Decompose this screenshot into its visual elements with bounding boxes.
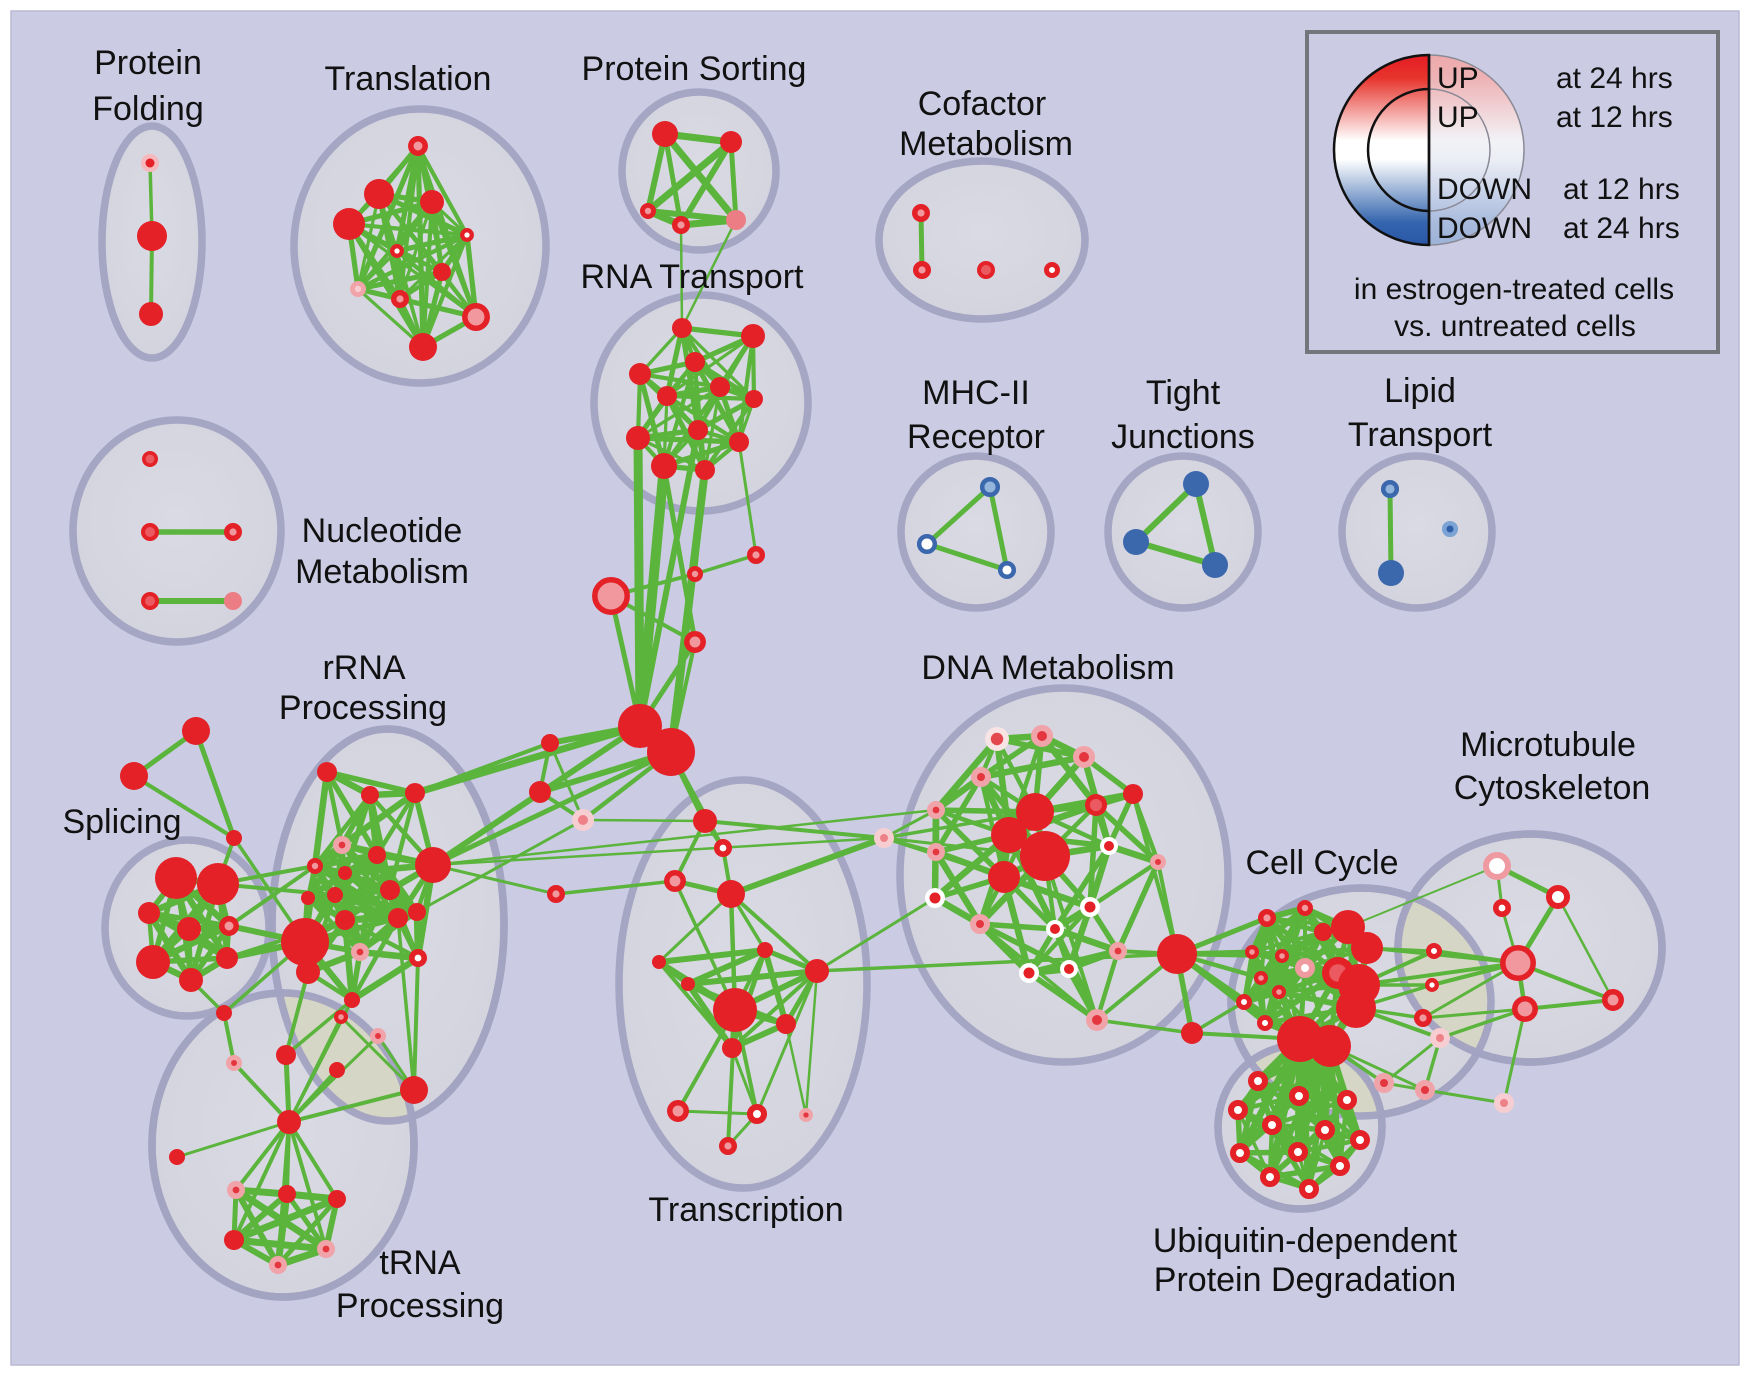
- svg-text:RNA Transport: RNA Transport: [581, 258, 805, 296]
- svg-text:DNA Metabolism: DNA Metabolism: [921, 649, 1174, 687]
- svg-text:MHC-II: MHC-II: [922, 374, 1030, 412]
- svg-text:Junctions: Junctions: [1111, 418, 1255, 456]
- svg-text:tRNA: tRNA: [379, 1244, 461, 1282]
- svg-text:Protein: Protein: [94, 44, 202, 82]
- svg-text:Folding: Folding: [92, 90, 204, 128]
- svg-text:Cell Cycle: Cell Cycle: [1245, 844, 1398, 882]
- svg-text:Nucleotide: Nucleotide: [302, 512, 463, 550]
- svg-text:Lipid: Lipid: [1384, 372, 1456, 410]
- svg-text:Protein Sorting: Protein Sorting: [582, 50, 807, 88]
- svg-text:Cytoskeleton: Cytoskeleton: [1454, 769, 1651, 807]
- svg-text:DOWN: DOWN: [1437, 173, 1532, 206]
- svg-text:Metabolism: Metabolism: [295, 553, 469, 591]
- svg-text:in estrogen-treated cells: in estrogen-treated cells: [1354, 273, 1674, 306]
- svg-text:Receptor: Receptor: [907, 418, 1045, 456]
- svg-text:UP: UP: [1437, 62, 1479, 95]
- svg-text:Splicing: Splicing: [62, 803, 181, 841]
- svg-text:UP: UP: [1437, 101, 1479, 134]
- svg-text:Processing: Processing: [336, 1287, 504, 1325]
- svg-text:Ubiquitin-dependent: Ubiquitin-dependent: [1153, 1222, 1458, 1260]
- svg-text:Transcription: Transcription: [648, 1191, 843, 1229]
- svg-text:Processing: Processing: [279, 689, 447, 727]
- svg-text:Microtubule: Microtubule: [1460, 726, 1636, 764]
- svg-text:at 12 hrs: at 12 hrs: [1556, 101, 1673, 134]
- svg-text:rRNA: rRNA: [322, 649, 405, 687]
- svg-text:Cofactor: Cofactor: [918, 85, 1047, 123]
- svg-text:vs. untreated cells: vs. untreated cells: [1394, 310, 1636, 343]
- svg-text:at 24 hrs: at 24 hrs: [1556, 62, 1673, 95]
- svg-text:Tight: Tight: [1146, 374, 1221, 412]
- svg-text:DOWN: DOWN: [1437, 212, 1532, 245]
- svg-text:Metabolism: Metabolism: [899, 125, 1073, 163]
- svg-text:Protein Degradation: Protein Degradation: [1154, 1261, 1456, 1299]
- svg-text:at 24 hrs: at 24 hrs: [1563, 212, 1680, 245]
- svg-text:at 12 hrs: at 12 hrs: [1563, 173, 1680, 206]
- svg-text:Translation: Translation: [325, 60, 492, 98]
- svg-text:Transport: Transport: [1348, 416, 1493, 454]
